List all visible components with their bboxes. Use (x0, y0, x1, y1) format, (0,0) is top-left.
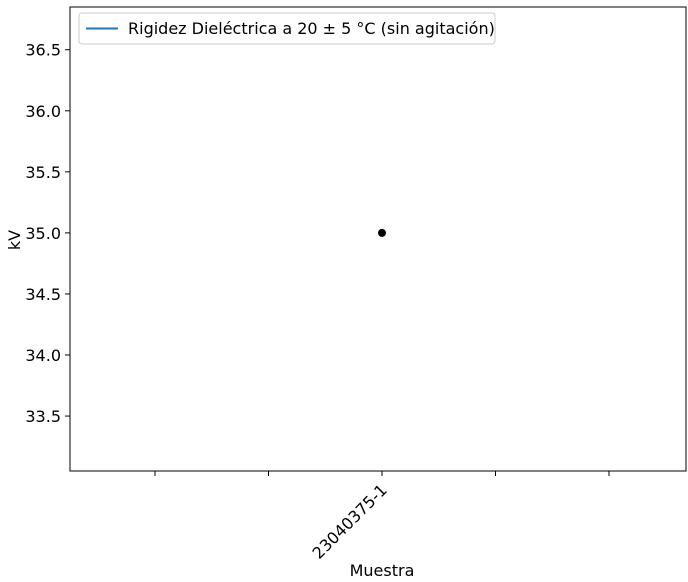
y-tick-label: 34.5 (25, 285, 61, 304)
plot-frame (69, 6, 687, 472)
y-tick-label: 35.5 (25, 163, 61, 182)
data-point (378, 228, 386, 237)
y-tick-label: 36.5 (25, 41, 61, 60)
legend-box (78, 12, 496, 45)
x-tick-label: 23040375-1 (309, 480, 391, 562)
x-axis-label: Muestra (350, 561, 415, 580)
y-tick-label: 33.5 (25, 407, 61, 426)
y-tick-label: 36.0 (25, 102, 61, 121)
legend: Rigidez Dieléctrica a 20 ± 5 °C (sin agi… (78, 12, 496, 45)
plot-area (70, 7, 686, 471)
legend-label: Rigidez Dieléctrica a 20 ± 5 °C (sin agi… (128, 19, 495, 38)
y-tick-label: 35.0 (25, 224, 61, 243)
y-axis-label: kV (5, 230, 24, 250)
y-tick-label: 34.0 (25, 346, 61, 365)
marks-group (378, 228, 386, 237)
